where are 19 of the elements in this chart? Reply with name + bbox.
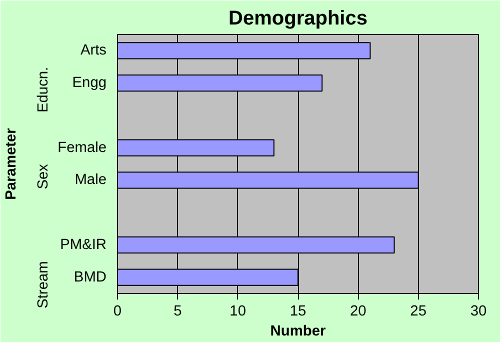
x-tick-label: 20 — [350, 304, 366, 320]
text: Stream — [36, 261, 52, 308]
text: Sex — [36, 163, 52, 190]
y-tick-label: Female — [58, 140, 107, 156]
x-tick-label: 0 — [113, 304, 122, 320]
x-tick-label: 15 — [290, 304, 306, 320]
x-tick-label: 5 — [174, 304, 182, 320]
y-tick-label: Male — [74, 172, 107, 188]
x-tick-label: 25 — [410, 304, 426, 320]
x-axis-title: Number — [270, 324, 326, 340]
y-tick-label: Arts — [80, 42, 107, 59]
y-axis-title: Parameter — [4, 128, 20, 200]
y-tick-label: PM&IR — [60, 236, 107, 253]
x-tick-label: 30 — [470, 304, 487, 320]
chart-title: Demographics — [228, 8, 368, 30]
text: Educn. — [36, 66, 52, 113]
y-tick-label: Engg — [72, 75, 107, 92]
y-tick-label: BMD — [74, 269, 107, 286]
x-tick-label: 10 — [230, 304, 246, 320]
